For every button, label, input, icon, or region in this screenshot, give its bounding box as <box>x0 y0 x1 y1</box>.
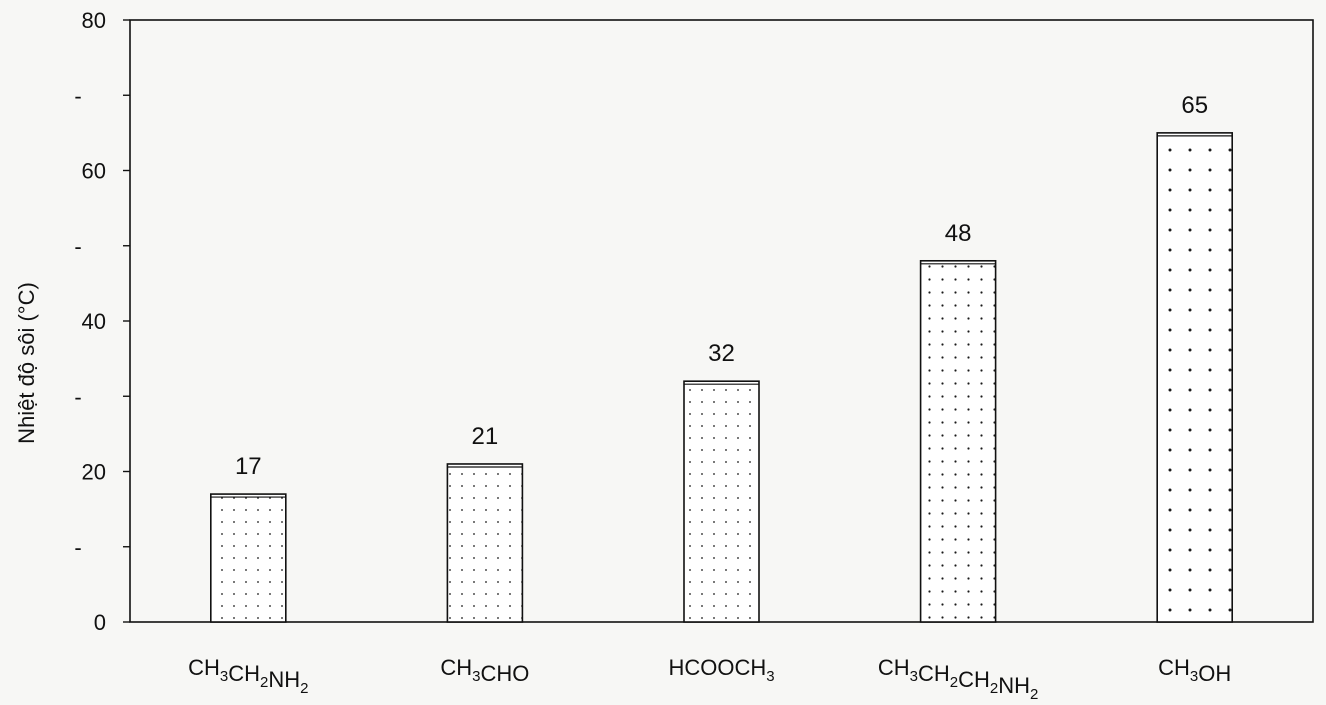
y-tick-label-8: 80 <box>82 8 106 33</box>
data-label-ch3oh: 65 <box>1181 92 1208 119</box>
bar-ch3oh <box>1156 132 1233 623</box>
y-tick-label-2: 20 <box>82 460 106 485</box>
bar-hcooch3 <box>683 380 760 623</box>
y-axis-label-group: Nhiệt độ sôi (°C) <box>14 282 39 444</box>
y-tick-label-0: 0 <box>94 610 106 635</box>
y-tick-label-4: 40 <box>82 309 106 334</box>
y-axis-label: Nhiệt độ sôi (°C) <box>14 282 39 444</box>
data-label-ch3ch2ch2nh2: 48 <box>945 220 972 247</box>
plot-area: 0 - 20 - 40 - 60 - 80 17 CH3CH2NH2 21 CH3CHO 32 HCOOCH… <box>74 8 1314 703</box>
x-tick-label-ch3oh: CH3OH <box>1158 655 1231 686</box>
x-tick-label-ch3cho: CH3CHO <box>440 655 529 686</box>
y-tick-label-5: - <box>74 234 81 259</box>
data-label-ch3ch2nh2: 17 <box>235 453 262 480</box>
data-label-ch3cho: 21 <box>472 423 499 450</box>
y-tick-label-7: - <box>74 83 81 108</box>
y-tick-label-1: - <box>74 535 81 560</box>
y-tick-label-6: 60 <box>82 159 106 184</box>
y-tick-label-3: - <box>74 384 81 409</box>
x-tick-label-ch3ch2ch2nh2: CH3CH2CH2NH2 <box>878 655 1039 700</box>
bar-ch3ch2ch2nh2 <box>919 259 997 623</box>
data-label-hcooch3: 32 <box>708 340 735 367</box>
bar-ch3ch2nh2 <box>210 493 287 623</box>
x-tick-label-hcooch3: HCOOCH3 <box>668 655 774 685</box>
x-tick-label-ch3ch2nh2: CH3CH2NH2 <box>188 655 308 697</box>
bar-ch3cho <box>446 463 524 623</box>
